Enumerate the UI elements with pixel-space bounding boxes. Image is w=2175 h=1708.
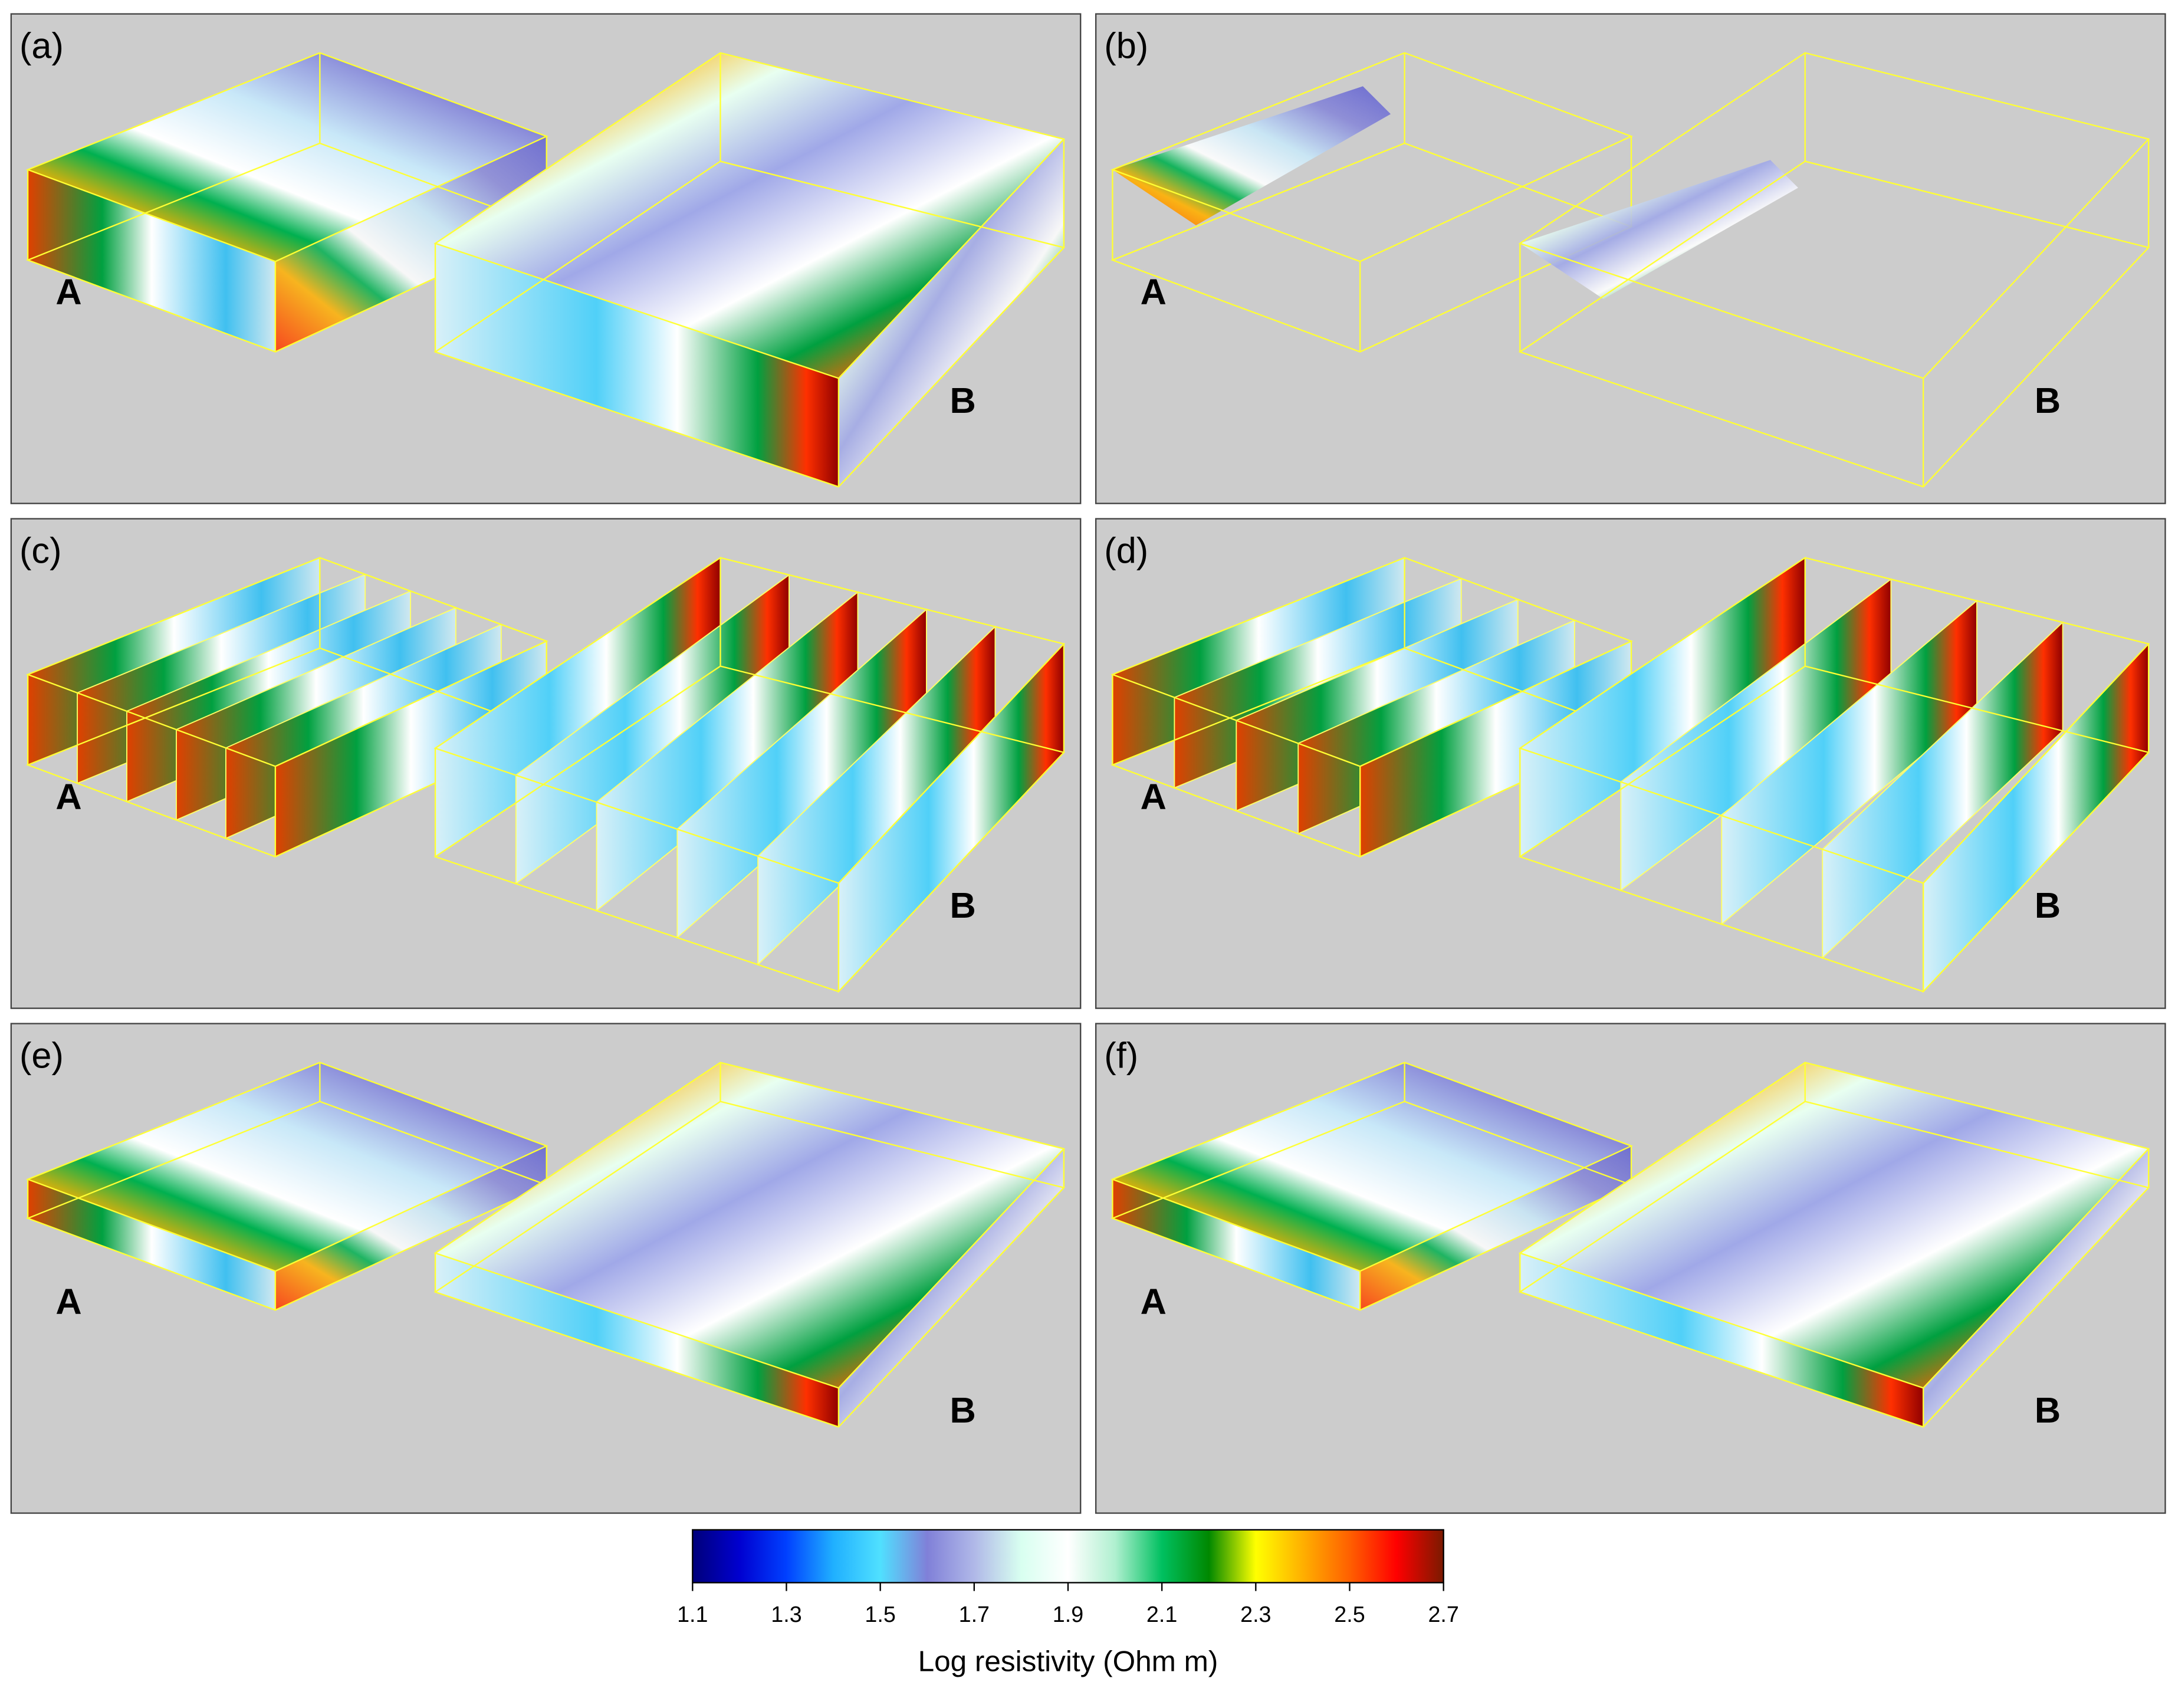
profile-end-label: A [1141,272,1167,312]
panel-label: (e) [19,1036,64,1076]
resistive-body [1112,86,1391,226]
resistive-body [1520,160,1798,299]
block-right [1923,1148,2149,1427]
colorbar: 1.1 1.3 1.5 1.7 1.9 2.1 2.3 2.5 2.7 Log resistivi… [677,1529,1459,1677]
block-front [435,243,839,487]
panel-label: (c) [19,531,61,571]
resistivity-block [25,557,548,858]
panel: (a) A B [10,13,1082,504]
profile-end-label: A [1141,777,1167,817]
panel: (c) A B [10,518,1082,1009]
colorbar-tick-label: 1.5 [865,1602,895,1627]
block-top [435,1062,1064,1388]
profile-end-label: B [2035,1390,2061,1430]
panels: (a) A B (b) A B (c) A B (d) A B (e) A B (f) A B [10,13,2166,1514]
block-front [28,1179,275,1310]
panel-label: (b) [1104,26,1148,66]
panel-label: (a) [19,26,64,66]
block-outline-top [433,557,1066,884]
block-right [838,139,1064,487]
panel: (e) A B [10,1023,1082,1514]
profile-end-label: A [55,777,81,817]
profile-end-label: A [1141,1282,1167,1322]
resistivity-block [25,52,548,353]
block-front [435,1253,839,1427]
block-top [1520,1062,2149,1388]
block-top [28,52,547,262]
resistivity-block [1518,556,2150,993]
profile-end-label: A [55,1282,81,1322]
panel: (d) A B [1095,518,2166,1009]
colorbar-tick-label: 2.3 [1240,1602,1271,1627]
colorbar-label: Log resistivity (Ohm m) [918,1645,1218,1677]
profile-end-label: B [950,1390,976,1430]
colorbar-tick-label: 1.1 [677,1602,708,1627]
resistivity-block [433,1062,1066,1428]
colorbar-tick-label: 2.5 [1334,1602,1365,1627]
resistivity-block [1518,1062,2150,1428]
panel-label: (d) [1104,531,1148,571]
block-front [1520,1253,1924,1427]
colorbar-tick-label: 1.3 [771,1602,801,1627]
block-right [838,1148,1064,1427]
block-top [1112,1062,1631,1272]
colorbar-tick-label: 2.1 [1146,1602,1177,1627]
panel: (f) A B [1095,1023,2166,1514]
panel: (b) A B [1095,13,2166,504]
block-front [28,169,275,352]
block-right [275,1146,547,1310]
block-top [28,1062,547,1272]
colorbar-tick-label: 1.7 [959,1602,990,1627]
block-top [435,52,1064,379]
profile-end-label: B [950,380,976,421]
colorbar-tick-label: 2.7 [1428,1602,1458,1627]
profile-end-label: A [55,272,81,312]
profile-end-label: B [2035,380,2061,421]
profile-end-label: B [2035,885,2061,925]
colorbar-tick-label: 1.9 [1053,1602,1083,1627]
block-right [1360,1146,1631,1310]
resistivity-block [433,556,1066,993]
block-front [1112,1179,1361,1310]
block-outline-top [1518,557,2150,884]
profile-end-label: B [950,885,976,925]
resistivity-block [433,52,1066,488]
panel-label: (f) [1104,1036,1138,1076]
colorbar-scale [692,1529,1444,1584]
resistivity-block [1111,52,1634,353]
block-right [275,136,547,352]
resistivity-block [1111,557,1634,858]
resistivity-block [1518,52,2150,488]
resistivity-block [25,1062,548,1311]
